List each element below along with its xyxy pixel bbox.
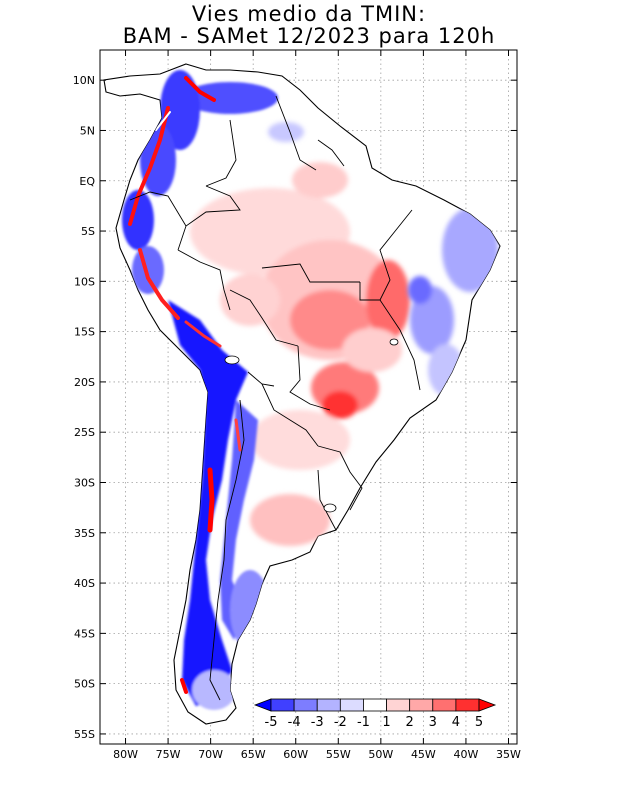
- lon-tick-label: 50W: [368, 748, 393, 761]
- lat-tick-label: 25S: [74, 426, 95, 439]
- colorbar-segment: [432, 698, 457, 712]
- lat-tick-label: 10N: [73, 74, 95, 87]
- cold-bias-north: [122, 70, 278, 294]
- colorbar-label: 5: [475, 715, 483, 730]
- lat-tick-label: 50S: [74, 678, 95, 691]
- colorbar-label: 4: [452, 715, 460, 730]
- colorbar-label: -4: [288, 715, 301, 730]
- lat-tick-label: 35S: [74, 527, 95, 540]
- lakes: [224, 338, 399, 513]
- lat-tick-label: 15S: [74, 326, 95, 339]
- warm-bias-andes-ridge: [128, 76, 242, 694]
- lon-tick-label: 60W: [283, 748, 308, 761]
- lat-tick-label: 55S: [74, 728, 95, 741]
- lon-tick-label: 80W: [113, 748, 138, 761]
- lat-tick-label: 5S: [81, 225, 95, 238]
- lon-tick-label: 75W: [156, 748, 181, 761]
- colorbar-segment: [293, 698, 318, 712]
- colorbar: -5 -4 -3 -2 -1 1 2 3 4 5: [253, 698, 497, 730]
- colorbar-label: -3: [311, 715, 324, 730]
- colorbar-segment: [386, 698, 411, 712]
- lat-tick-label: 5N: [80, 124, 95, 137]
- colorbar-label: -5: [265, 715, 278, 730]
- lon-tick-label: 55W: [326, 748, 351, 761]
- lat-tick-label: 45S: [74, 627, 95, 640]
- lat-tick-label: EQ: [79, 175, 95, 188]
- map-title-line1: Vies medio da TMIN:: [191, 2, 427, 26]
- lon-tick-label: 35W: [496, 748, 521, 761]
- lon-tick-label: 40W: [454, 748, 479, 761]
- cold-bias-andes: [168, 300, 270, 710]
- country-borders: [129, 95, 421, 701]
- colorbar-label: -1: [357, 715, 370, 730]
- colorbar-label: 1: [382, 715, 390, 730]
- lat-tick-label: 30S: [74, 476, 95, 489]
- colorbar-segment: [339, 698, 364, 712]
- map-axes: 10N 5N EQ 5S 10S 15S 20S 25S 30S 35S 40S 45S 50S 55S 8…: [73, 50, 521, 761]
- colorbar-segment: [316, 698, 341, 712]
- colorbar-segment: [455, 698, 480, 712]
- colorbar-segment: [270, 698, 295, 712]
- map-title-line2: BAM - SAMet 12/2023 para 120h: [122, 24, 496, 48]
- warm-bias-area: [190, 162, 410, 546]
- colorbar-label: -2: [334, 715, 347, 730]
- cold-bias-east: [268, 122, 498, 396]
- colorbar-label: 2: [406, 715, 414, 730]
- lat-tick-label: 10S: [74, 275, 95, 288]
- colorbar-segment: [409, 698, 434, 712]
- lon-tick-label: 45W: [411, 748, 436, 761]
- lon-tick-label: 70W: [198, 748, 223, 761]
- colorbar-segment: [363, 698, 387, 712]
- colorbar-segment: [478, 698, 497, 712]
- lat-tick-label: 40S: [74, 577, 95, 590]
- colorbar-label: 3: [429, 715, 437, 730]
- lat-tick-label: 20S: [74, 376, 95, 389]
- lon-tick-label: 65W: [241, 748, 266, 761]
